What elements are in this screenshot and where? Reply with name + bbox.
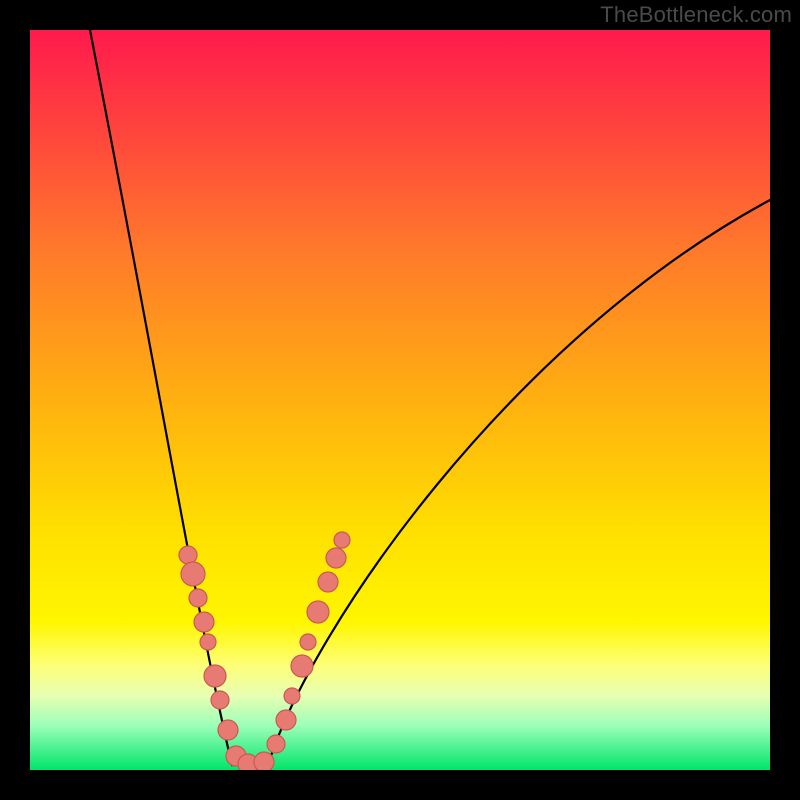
- data-point: [189, 589, 207, 607]
- data-point: [284, 688, 300, 704]
- data-point: [179, 546, 197, 564]
- data-point: [218, 720, 238, 740]
- data-point: [307, 601, 329, 623]
- data-point: [200, 634, 216, 650]
- data-point: [267, 735, 285, 753]
- watermark-text: TheBottleneck.com: [600, 2, 792, 28]
- data-point: [181, 562, 205, 586]
- plot-area: [30, 30, 770, 770]
- data-point: [254, 752, 274, 770]
- data-point: [276, 710, 296, 730]
- data-point: [211, 691, 229, 709]
- data-point: [300, 634, 316, 650]
- data-point: [318, 572, 338, 592]
- data-point: [291, 655, 313, 677]
- data-point: [204, 665, 226, 687]
- data-point: [334, 532, 350, 548]
- data-point: [326, 548, 346, 568]
- chart-svg: [30, 30, 770, 770]
- gradient-background: [30, 30, 770, 770]
- data-point: [194, 612, 214, 632]
